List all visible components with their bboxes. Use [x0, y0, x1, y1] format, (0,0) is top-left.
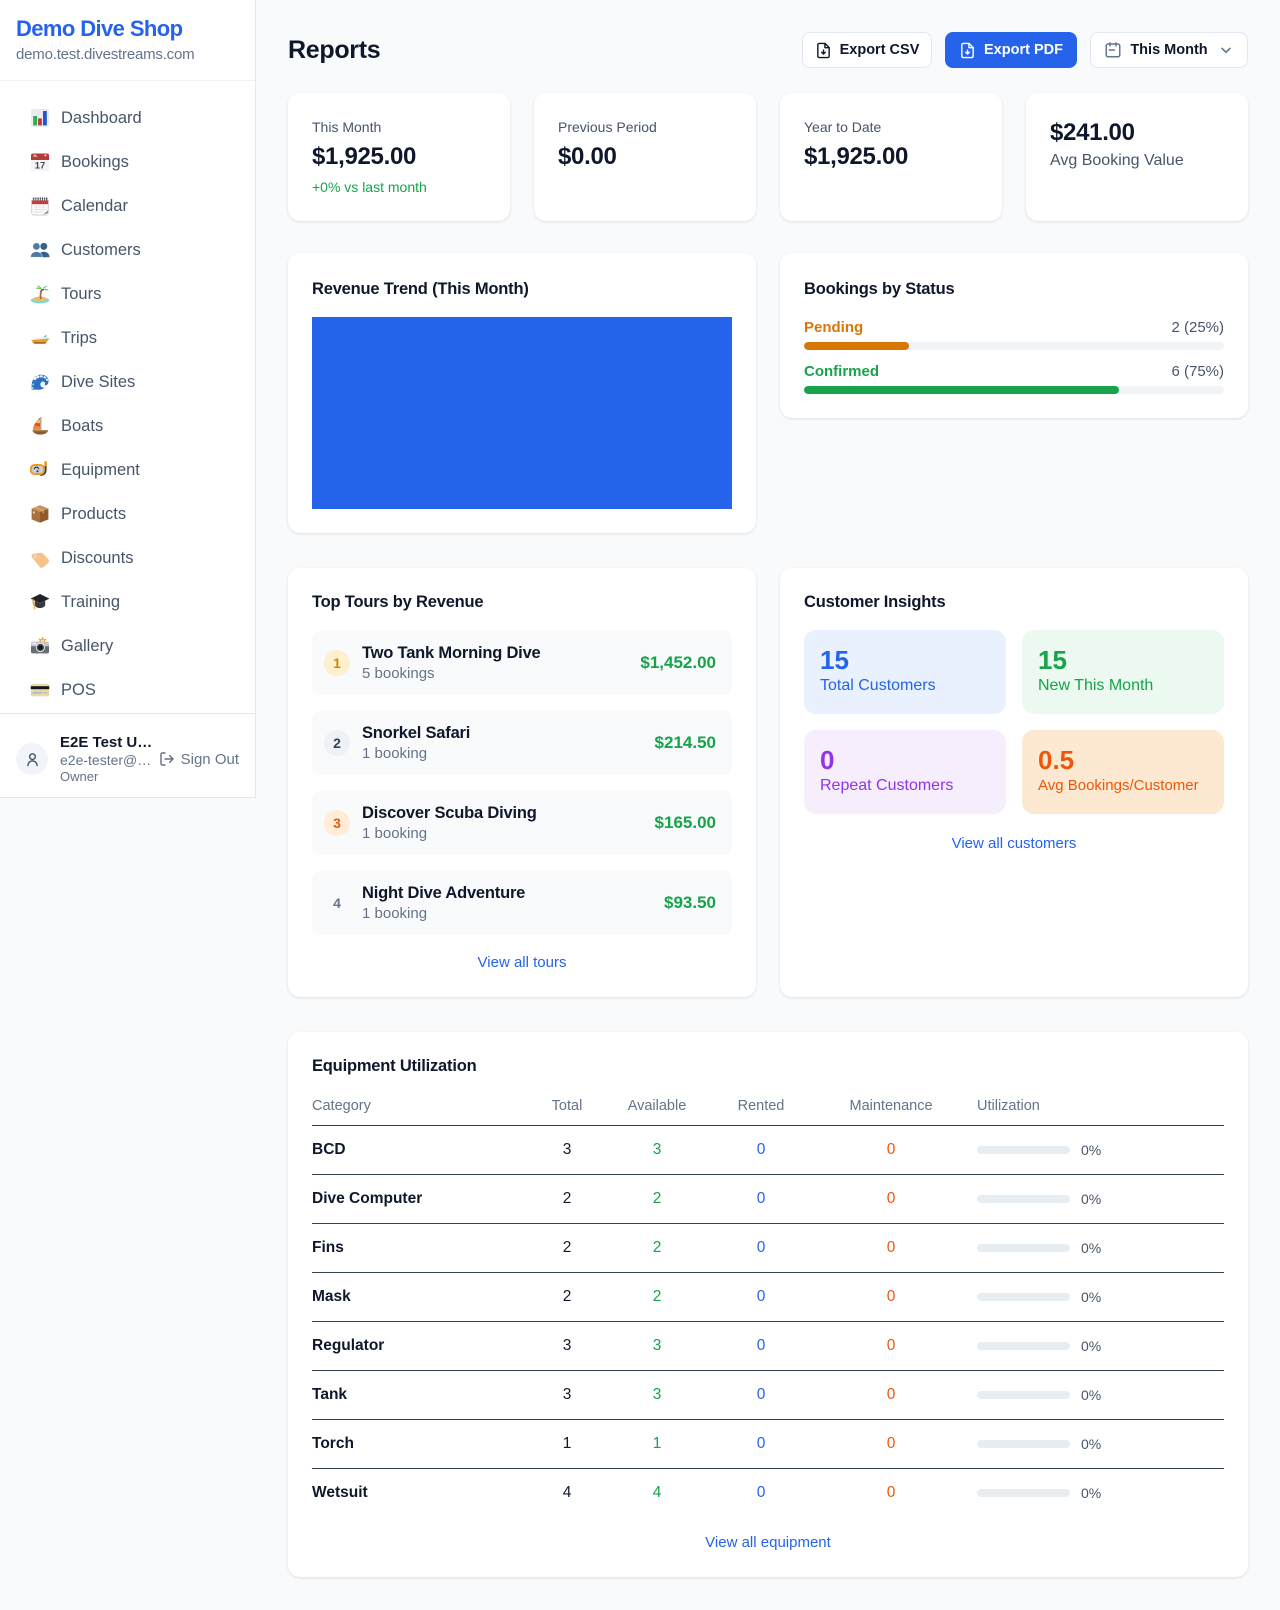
svg-text:17: 17: [35, 159, 45, 170]
